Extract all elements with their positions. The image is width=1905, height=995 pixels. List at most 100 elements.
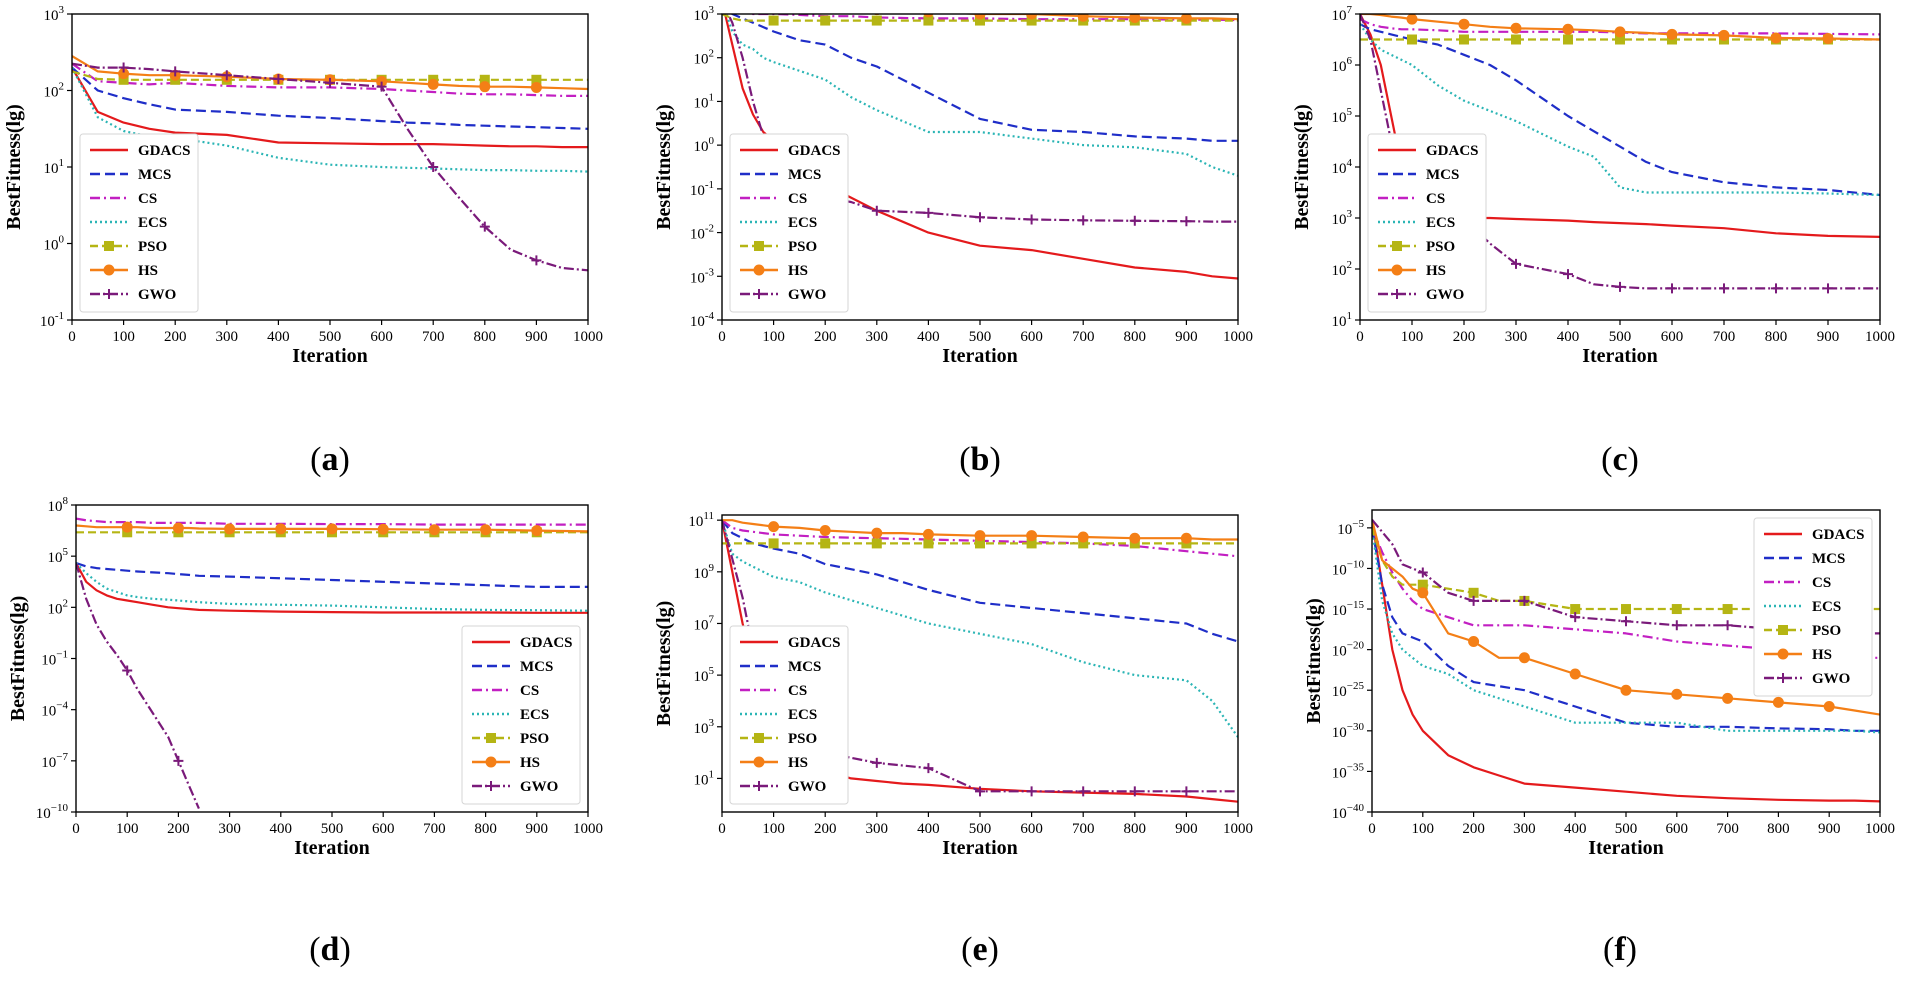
series-line-cs [76, 517, 588, 526]
legend-label-gwo: GWO [1812, 671, 1850, 687]
x-tick-label: 100 [1412, 821, 1435, 837]
series-line-cs [747, 14, 1238, 22]
series-line-mcs [72, 66, 588, 130]
legend: GDACS MCS CS ECS PSO HS GWO [729, 133, 849, 313]
series-marker-hs [1562, 23, 1574, 35]
series-marker-hs [871, 527, 883, 539]
series-marker-hs [1822, 32, 1834, 44]
x-tick-label: 1000 [1223, 821, 1253, 837]
series-marker-gwo [531, 255, 542, 266]
legend-label-gdacs: GDACS [138, 143, 191, 159]
x-tick-label: 600 [370, 329, 393, 345]
panel-label-f: (f) [1603, 931, 1637, 968]
legend-label-cs: CS [1812, 575, 1831, 591]
legend-label-mcs: MCS [1426, 167, 1459, 183]
series-line-gdacs [1360, 14, 1880, 238]
legend-label-mcs: MCS [138, 167, 171, 183]
x-axis-label: Iteration [292, 345, 368, 367]
x-tick-label: 800 [1765, 329, 1788, 345]
x-axis-label: Iteration [294, 837, 370, 859]
series-marker-hs [121, 521, 133, 533]
x-tick-label: 100 [1401, 329, 1424, 345]
series-marker-gwo [1722, 620, 1733, 631]
legend-label-pso: PSO [1426, 239, 1455, 255]
legend-marker-pso [486, 733, 496, 743]
series-marker-pso [871, 15, 882, 26]
series-marker-hs [1671, 688, 1683, 700]
x-tick-label: 400 [917, 329, 940, 345]
series-marker-hs [428, 524, 440, 536]
x-tick-label: 400 [917, 821, 940, 837]
x-tick-label: 300 [1505, 329, 1528, 345]
x-tick-label: 0 [1368, 821, 1376, 837]
y-tick-label: 10−10 [1332, 558, 1365, 578]
series-marker-hs [377, 523, 389, 535]
x-tick-label: 1000 [573, 821, 603, 837]
x-tick-label: 500 [969, 821, 992, 837]
series-marker-gwo [1078, 786, 1089, 797]
series-line-mcs [1372, 527, 1880, 732]
panel-b: 0 100 200 300 400 500 600 700 800 900 1000 10-4 10-3… [653, 4, 1253, 367]
y-tick-label: 102 [694, 48, 715, 68]
y-tick-label: 103 [44, 4, 65, 24]
series-marker-gwo [1129, 786, 1140, 797]
series-marker-hs [326, 523, 338, 535]
series-group [1360, 14, 1880, 294]
series-marker-pso [871, 538, 882, 549]
legend-marker-gwo [1392, 289, 1402, 299]
x-tick-label: 200 [164, 329, 187, 345]
panel-f: 0 100 200 300 400 500 600 700 800 900 1000 10−40 10−… [1303, 509, 1895, 859]
series-marker-gwo [118, 62, 129, 73]
series-line-ecs [722, 519, 1238, 738]
series-marker-hs [974, 14, 986, 20]
series-marker-gwo [1823, 283, 1833, 294]
x-tick-label: 800 [474, 821, 497, 837]
series-marker-hs [1510, 22, 1522, 34]
x-tick-label: 600 [372, 821, 395, 837]
y-tick-label: 10−15 [1332, 599, 1365, 619]
series-marker-gwo [376, 81, 387, 92]
series-line-mcs [1360, 23, 1880, 197]
legend-label-cs: CS [138, 191, 157, 207]
x-tick-label: 500 [1609, 329, 1632, 345]
y-tick-label: 102 [48, 597, 69, 617]
x-tick-label: 300 [218, 821, 241, 837]
x-tick-label: 300 [216, 329, 239, 345]
series-marker-gwo [170, 66, 181, 77]
legend-label-cs: CS [520, 683, 539, 699]
y-tick-label: 109 [694, 562, 715, 582]
series-marker-gwo [325, 77, 335, 88]
series-line-ecs [725, 14, 1238, 177]
x-tick-label: 200 [814, 329, 837, 345]
x-tick-label: 900 [1175, 329, 1198, 345]
x-tick-label: 0 [68, 329, 76, 345]
series-marker-gwo [1519, 595, 1530, 606]
series-marker-hs [530, 81, 542, 93]
legend: GDACS MCS CS ECS PSO HS GWO [729, 625, 849, 805]
x-axis-label: Iteration [942, 837, 1018, 859]
series-marker-pso [1459, 34, 1469, 45]
legend-marker-hs [103, 264, 115, 276]
series-marker-gwo [428, 162, 439, 172]
y-tick-label: 10-3 [690, 266, 715, 286]
series-line-ecs [72, 67, 588, 173]
series-marker-hs [1718, 29, 1730, 41]
series-marker-hs [479, 81, 491, 93]
series-marker-hs [1614, 26, 1626, 38]
series-marker-hs [1417, 587, 1429, 599]
series-marker-gwo [871, 205, 882, 216]
series-marker-hs [531, 525, 543, 537]
x-tick-label: 200 [167, 821, 190, 837]
series-marker-hs [1620, 684, 1632, 696]
legend-label-cs: CS [788, 683, 807, 699]
y-tick-label: 105 [1332, 106, 1353, 126]
series-marker-hs [1458, 18, 1470, 30]
series-marker-gwo [1719, 283, 1729, 294]
series-marker-gwo [975, 786, 985, 797]
legend-marker-gwo [754, 781, 764, 791]
legend-label-ecs: ECS [520, 707, 549, 723]
x-tick-label: 700 [423, 821, 446, 837]
series-marker-gwo [1181, 786, 1192, 797]
x-tick-label: 900 [1817, 329, 1840, 345]
legend-marker-pso [104, 241, 114, 251]
